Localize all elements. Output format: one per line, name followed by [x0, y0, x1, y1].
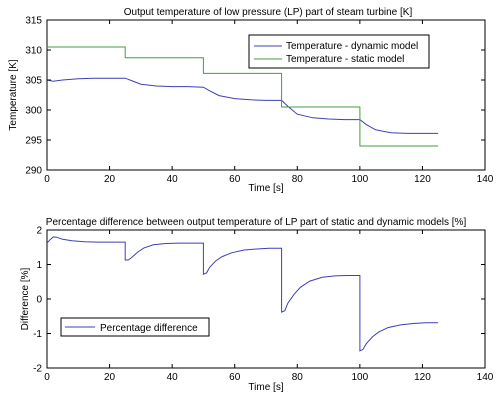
x-tick-label: 100: [352, 372, 369, 383]
y-tick-label: 305: [25, 76, 42, 87]
y-tick-label: 290: [25, 166, 42, 177]
legend-label-dynamic: Temperature - dynamic model: [286, 41, 418, 52]
x-tick-label: 20: [104, 372, 116, 383]
x-tick-label: 40: [167, 372, 179, 383]
x-axis-label: Time [s]: [248, 183, 283, 194]
x-axis-ticks: 0 20 40 60 80 100 120 140: [44, 20, 494, 185]
x-tick-label: 140: [477, 174, 494, 185]
x-tick-label: 0: [44, 372, 50, 383]
series-line-1: [47, 46, 439, 147]
legend-label-difference: Percentage difference: [100, 323, 198, 334]
y-tick-label: 295: [25, 136, 42, 147]
legend-box: [248, 34, 430, 69]
series-line-0: [46, 236, 439, 352]
temperature-chart: Output temperature of low pressure (LP) …: [8, 7, 494, 194]
x-tick-label: 60: [229, 372, 241, 383]
y-axis-ticks: 290 295 300 305 310 315: [25, 16, 485, 177]
x-tick-label: 120: [414, 174, 431, 185]
legend-label-static: Temperature - static model: [286, 54, 404, 65]
y-tick-label: 300: [25, 106, 42, 117]
x-tick-label: 80: [292, 174, 304, 185]
x-tick-label: 140: [477, 372, 494, 383]
y-tick-label: -1: [33, 329, 42, 340]
x-tick-label: 60: [229, 174, 241, 185]
y-axis-ticks: -2 -1 0 1 2: [33, 226, 485, 375]
legend: Percentage difference: [60, 317, 210, 337]
chart-title: Percentage difference between output tem…: [46, 217, 467, 228]
x-tick-label: 80: [292, 372, 304, 383]
y-tick-label: 310: [25, 46, 42, 57]
series-layer: [46, 236, 439, 352]
x-tick-label: 120: [414, 372, 431, 383]
plot-area: [46, 229, 486, 369]
y-tick-label: -2: [33, 364, 42, 375]
y-axis-label: Temperature [K]: [8, 59, 19, 130]
chart-title: Output temperature of low pressure (LP) …: [124, 7, 413, 18]
x-tick-label: 100: [352, 174, 369, 185]
legend: Temperature - dynamic model Temperature …: [248, 34, 430, 69]
x-tick-label: 0: [44, 174, 50, 185]
y-tick-label: 315: [25, 16, 42, 27]
x-tick-label: 40: [167, 174, 179, 185]
y-axis-label: Difference [%]: [20, 267, 31, 330]
x-axis-label: Time [s]: [248, 382, 283, 393]
y-tick-label: 1: [36, 260, 42, 271]
y-tick-label: 2: [36, 226, 42, 237]
y-tick-label: 0: [36, 295, 42, 306]
legend-box: [60, 317, 210, 337]
series-line-0: [46, 77, 439, 134]
x-axis-ticks: 0 20 40 60 80 100 120 140: [44, 230, 494, 383]
x-tick-label: 20: [104, 174, 116, 185]
series-layer: [46, 46, 439, 147]
difference-chart: Percentage difference between output tem…: [20, 217, 494, 393]
